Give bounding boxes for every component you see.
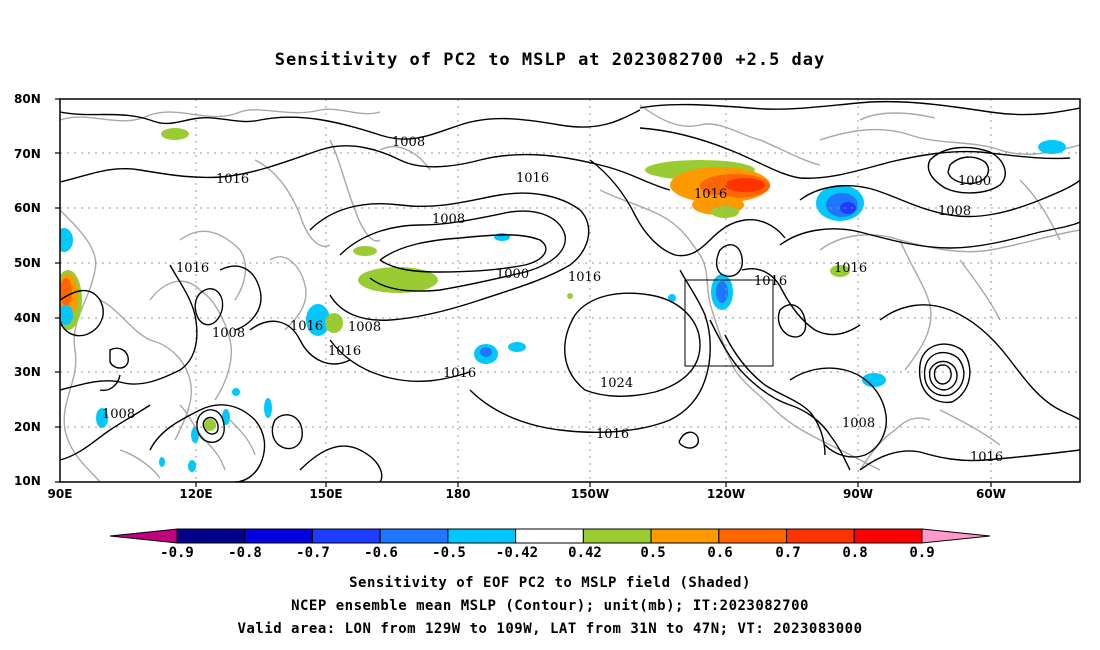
contour-label: 1008 (348, 320, 381, 335)
colorbar-label: 0.42 (568, 545, 602, 561)
lat-label-30n: 30N (14, 365, 41, 379)
colorbar-label: 0.5 (640, 545, 666, 561)
lat-label-50n: 50N (14, 256, 41, 270)
lat-label-60n: 60N (14, 201, 41, 215)
colorbar-segment (176, 528, 246, 544)
valid-area-box (684, 279, 774, 367)
contour-label: 1016 (596, 427, 629, 442)
sensitivity-shading (60, 128, 1066, 472)
lon-label-120w: 120W (706, 487, 746, 501)
colorbar-segment (786, 528, 855, 544)
lon-label-150e: 150E (309, 487, 343, 501)
mslp-contours (60, 100, 1080, 482)
colorbar-segment (718, 528, 788, 544)
lon-label-150w: 150W (570, 487, 610, 501)
contour-label: 1000 (496, 267, 529, 282)
contour-label: 1016 (970, 450, 1003, 465)
contour-label: 1016 (443, 366, 476, 381)
colorbar-label: -0.7 (296, 545, 330, 561)
lat-label-80n: 80N (14, 92, 41, 106)
contour-label: 1016 (176, 261, 209, 276)
contour-label: 1000 (958, 174, 991, 189)
contour-label: 1008 (432, 212, 465, 227)
lat-label-70n: 70N (14, 147, 41, 161)
lat-label-40n: 40N (14, 311, 41, 325)
contour-label: 1008 (842, 416, 875, 431)
lon-label-90w: 90W (843, 487, 873, 501)
contour-label: 1024 (600, 376, 633, 391)
colorbar-segment (244, 528, 313, 544)
contour-label: 1016 (290, 319, 323, 334)
colorbar-label: 0.7 (775, 545, 801, 561)
colorbar-segment (447, 528, 517, 544)
map-frame (59, 98, 1081, 483)
lat-label-10n: 10N (14, 474, 41, 488)
colorbar-label: -0.42 (495, 545, 539, 561)
lon-label-90e: 90E (47, 487, 73, 501)
colorbar-segment (515, 528, 584, 544)
colorbar-label: -0.9 (160, 545, 194, 561)
colorbar-segment (853, 528, 923, 544)
contour-labels: 1008 1016 1000 1016 1008 1016 1008 1000 … (102, 135, 1003, 465)
colorbar-label: -0.5 (432, 545, 466, 561)
contour-label: 1008 (938, 204, 971, 219)
contour-label: 1016 (568, 270, 601, 285)
colorbar-segment (311, 528, 381, 544)
contour-label: 1008 (392, 135, 425, 150)
contour-label: 1016 (216, 172, 249, 187)
lon-label-60w: 60W (976, 487, 1006, 501)
contour-label: 1008 (212, 326, 245, 341)
map-title: Sensitivity of PC2 to MSLP at 2023082700… (274, 50, 826, 70)
contour-label: 1016 (516, 171, 549, 186)
colorbar-label: -0.8 (228, 545, 262, 561)
colorbar-label: 0.6 (707, 545, 733, 561)
contour-label: 1016 (834, 261, 867, 276)
contour-label: 1016 (754, 274, 787, 289)
colorbar-segment (650, 528, 720, 544)
contour-label: 1016 (694, 187, 727, 202)
colorbar-segment (379, 528, 449, 544)
caption-line-3: Valid area: LON from 129W to 109W, LAT f… (237, 621, 863, 637)
graticule (60, 99, 1080, 482)
colorbar-label: -0.6 (364, 545, 398, 561)
colorbar-segment (582, 528, 652, 544)
lon-label-180: 180 (445, 487, 471, 501)
colorbar (109, 528, 991, 544)
lat-label-20n: 20N (14, 420, 41, 434)
caption-line-2: NCEP ensemble mean MSLP (Contour); unit(… (291, 598, 809, 614)
colorbar-label: 0.9 (909, 545, 935, 561)
colorbar-arrow-right (921, 528, 991, 544)
colorbar-arrow-left (109, 528, 178, 544)
contour-label: 1016 (328, 344, 361, 359)
caption-line-1: Sensitivity of EOF PC2 to MSLP field (Sh… (349, 575, 751, 591)
lon-label-120e: 120E (179, 487, 213, 501)
contour-label: 1008 (102, 407, 135, 422)
colorbar-label: 0.8 (842, 545, 868, 561)
